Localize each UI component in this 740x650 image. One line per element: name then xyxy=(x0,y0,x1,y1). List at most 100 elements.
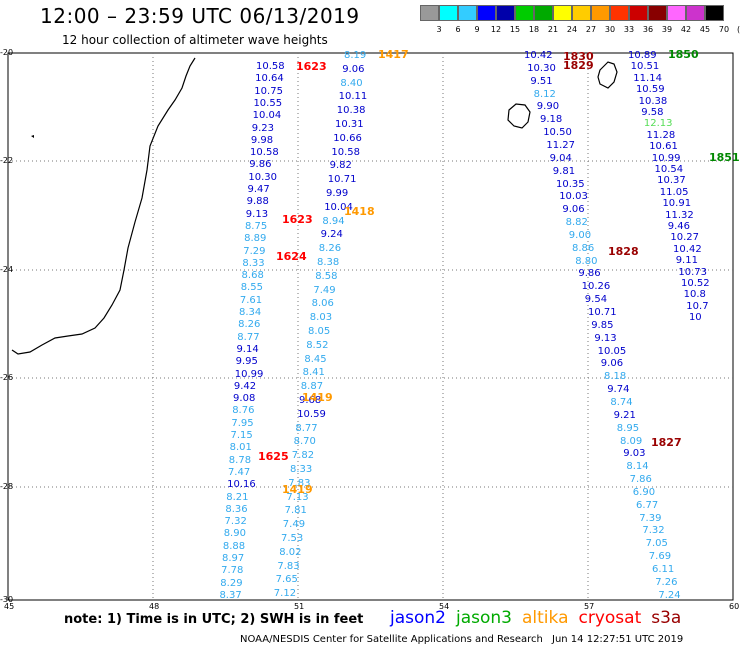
wave-height-label: 7.29 xyxy=(243,245,266,257)
wave-height-label: 9.21 xyxy=(613,409,636,421)
wave-height-label: 8.26 xyxy=(318,243,342,255)
wave-height-label: 9.86 xyxy=(578,268,601,280)
pass-time-label: 1418 xyxy=(344,205,375,218)
wave-height-label: 9.06 xyxy=(342,63,365,75)
wave-height-label: 10.04 xyxy=(324,201,353,213)
wave-height-label: 10.59 xyxy=(297,408,326,420)
wave-height-label: 8.19 xyxy=(344,50,367,61)
wave-height-label: 9.86 xyxy=(249,159,272,171)
longitude-label: 60 xyxy=(729,602,740,611)
scale-swatch xyxy=(648,5,667,21)
wave-height-label: 10.58 xyxy=(256,61,285,72)
wave-height-label: 10 xyxy=(688,312,702,324)
chart-title: 12:00 – 23:59 UTC 06/13/2019 xyxy=(40,4,360,28)
wave-height-label: 9.54 xyxy=(584,294,608,306)
wave-height-label: 8.33 xyxy=(290,464,313,475)
scale-label: 24 xyxy=(566,25,578,34)
wave-height-label: 9.51 xyxy=(530,75,553,87)
pass-time-label: 1419 xyxy=(302,391,333,404)
scale-swatch xyxy=(515,5,534,21)
wave-height-label: 9.24 xyxy=(320,229,343,241)
wave-height-label: 7.05 xyxy=(645,538,668,550)
wave-height-label: 10.8 xyxy=(683,289,706,301)
pass-time-label: 1623 xyxy=(296,60,327,73)
wave-height-label: 8.82 xyxy=(565,217,588,229)
pass-time-label: 1828 xyxy=(608,245,639,258)
pass-time-label: 1419 xyxy=(282,483,313,496)
pass-time-label: 1850 xyxy=(668,48,699,61)
wave-height-label: 10.42 xyxy=(673,243,702,255)
wave-height-label: 7.47 xyxy=(227,466,251,478)
scale-swatch xyxy=(610,5,629,21)
wave-height-label: 10.99 xyxy=(651,152,681,164)
wave-height-label: 9.08 xyxy=(233,393,256,405)
wave-height-label: 10.26 xyxy=(581,281,611,293)
wave-height-label: 10.99 xyxy=(234,368,264,380)
wave-height-label: 8.21 xyxy=(226,491,249,503)
longitude-label: 57 xyxy=(584,602,595,611)
wave-height-label: 7.81 xyxy=(284,505,307,517)
pass-time-label: 1625 xyxy=(258,450,289,463)
wave-height-label: 9.82 xyxy=(329,160,352,172)
mauritius-island xyxy=(597,61,618,89)
scale-label: 27 xyxy=(585,25,597,34)
scale-swatch xyxy=(477,5,496,21)
wave-height-label: 9.06 xyxy=(562,204,585,216)
latitude-label: -20 xyxy=(0,48,14,57)
wave-height-label: 10.75 xyxy=(254,85,283,97)
wave-height-label: 8.55 xyxy=(240,282,263,294)
wave-height-label: 9.04 xyxy=(549,152,572,164)
wave-height-label: 8.38 xyxy=(317,257,340,268)
wave-height-label: 7.32 xyxy=(224,516,247,528)
wave-height-label: 8.76 xyxy=(232,405,255,417)
wave-height-label: 7.13 xyxy=(286,491,309,503)
legend-entry: altika xyxy=(522,608,569,628)
wave-height-label: 8.36 xyxy=(225,503,248,515)
wave-height-label: 10.58 xyxy=(250,147,279,159)
wave-height-label: 9.00 xyxy=(568,229,592,241)
wave-height-label: 7.15 xyxy=(230,430,253,441)
wave-height-label: 8.45 xyxy=(304,353,327,365)
wave-height-label: 10.55 xyxy=(253,97,283,109)
wave-height-label: 9.18 xyxy=(540,114,563,126)
wave-height-label: 8.37 xyxy=(219,589,242,601)
scale-label: 33 xyxy=(623,25,635,34)
scale-label: 39 xyxy=(661,25,673,34)
wave-height-label: 10.52 xyxy=(681,278,710,289)
wave-height-label: 8.68 xyxy=(241,270,264,282)
latitude-label: -30 xyxy=(0,595,14,604)
wave-height-label: 11.32 xyxy=(665,209,694,221)
wave-height-label: 8.95 xyxy=(616,422,640,434)
wave-height-label: 10.27 xyxy=(670,232,700,244)
wave-height-label: 7.82 xyxy=(291,450,315,462)
scale-swatch xyxy=(534,5,553,21)
legend-entry: jason3 xyxy=(456,608,512,628)
scale-swatch xyxy=(591,5,610,21)
wave-height-label: 7.12 xyxy=(273,588,297,600)
wave-height-label: 8.70 xyxy=(293,436,316,448)
wave-height-label: 8.78 xyxy=(228,454,252,466)
pass-time-label: 1830 xyxy=(563,50,594,63)
wave-height-label: 9.46 xyxy=(667,221,691,232)
credit-line: NOAA/NESDIS Center for Satellite Applica… xyxy=(240,634,543,645)
wave-height-label: 8.94 xyxy=(322,215,345,227)
legend-entry: s3a xyxy=(651,608,682,628)
wave-height-label: 10.91 xyxy=(662,198,692,210)
pass-time-label: 1827 xyxy=(651,436,682,449)
pass-time-label: 1829 xyxy=(563,59,594,72)
wave-height-label: 10.89 xyxy=(628,50,657,61)
wave-height-label: 10.31 xyxy=(335,119,364,130)
scale-swatch xyxy=(667,5,686,21)
scale-swatch xyxy=(553,5,572,21)
wave-height-label: 9.88 xyxy=(246,196,269,208)
scale-label: 15 xyxy=(509,25,521,34)
timestamp: Jun 14 12:27:51 UTC 2019 xyxy=(552,634,684,645)
wave-height-label: 7.78 xyxy=(221,565,244,577)
scale-swatch xyxy=(439,5,458,21)
wave-height-label: 7.86 xyxy=(629,474,652,486)
wave-height-label: 9.98 xyxy=(250,134,274,146)
wave-height-label: 9.58 xyxy=(641,107,664,118)
longitude-label: 54 xyxy=(439,602,450,611)
pass-time-label: 1851 xyxy=(709,151,740,164)
